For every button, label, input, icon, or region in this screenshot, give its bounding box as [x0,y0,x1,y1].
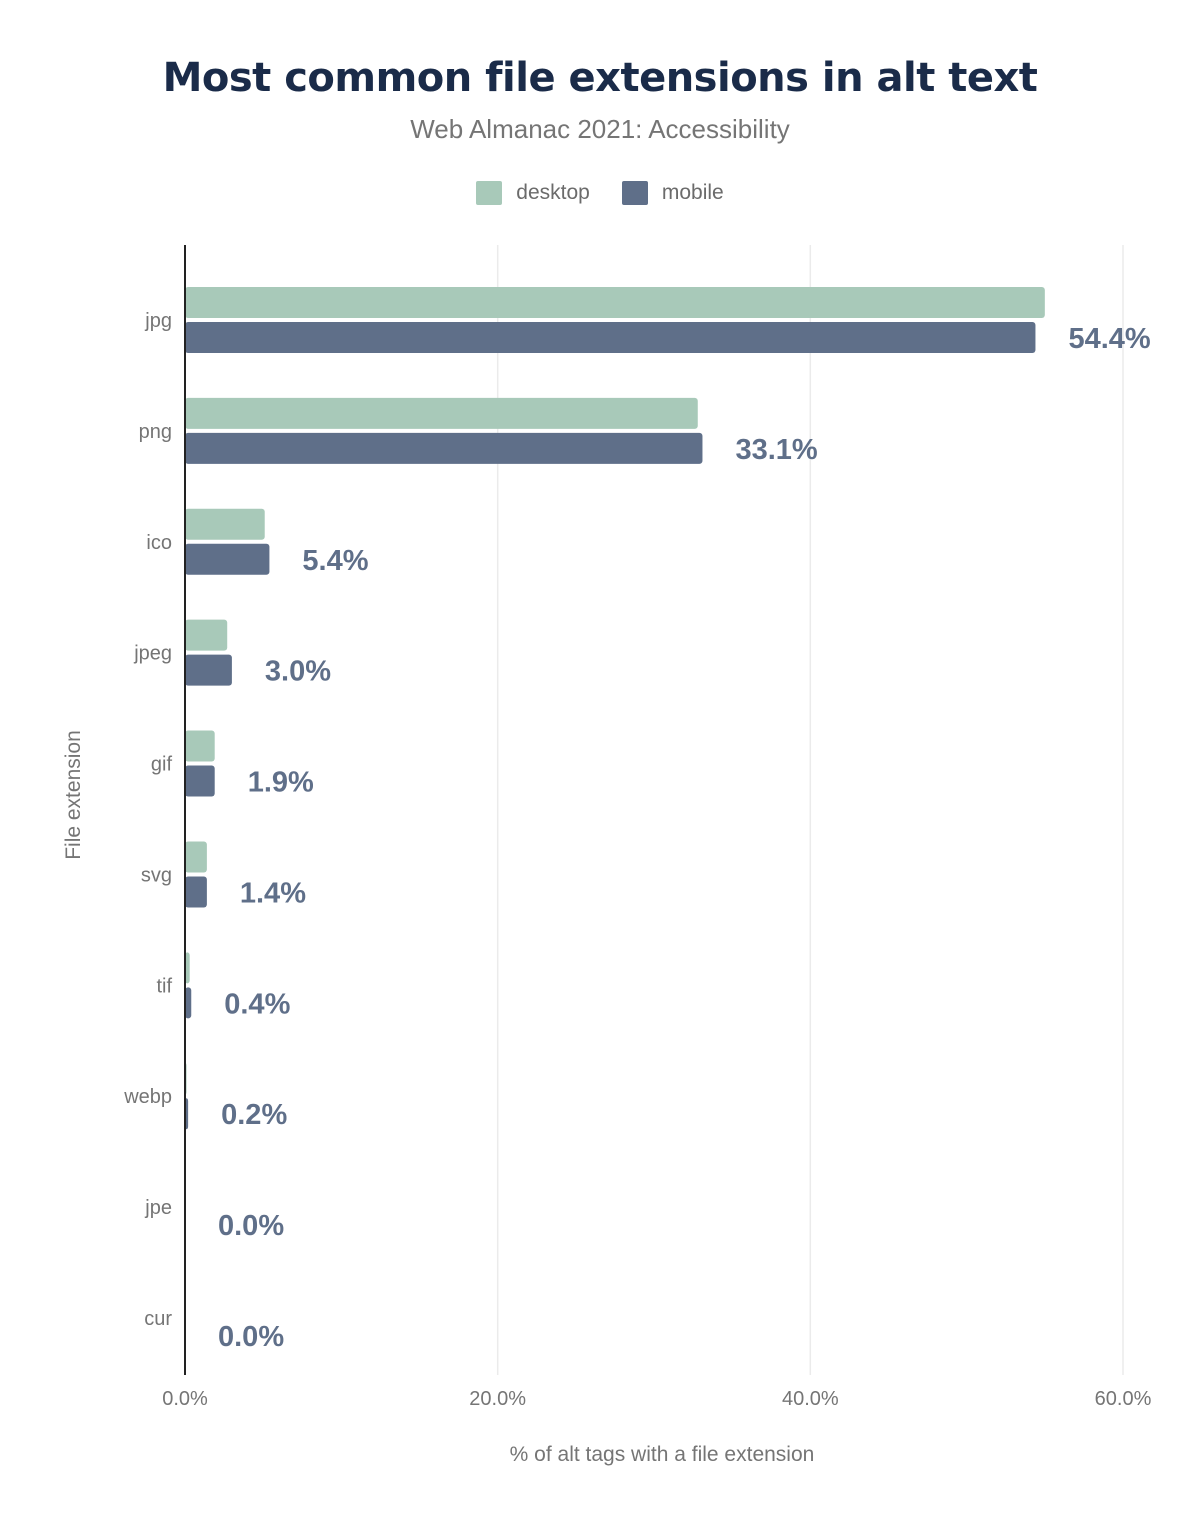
chart-title: Most common file extensions in alt text [162,55,1038,101]
y-axis-title: File extension [62,730,85,860]
x-axis-title: % of alt tags with a file extension [510,1443,815,1466]
y-tick-label-jpg: jpg [144,310,172,332]
data-label-jpeg: 3.0% [265,656,331,688]
data-label-jpg: 54.4% [1068,323,1150,355]
chart-subtitle: Web Almanac 2021: Accessibility [410,114,790,144]
x-tick-label: 40.0% [782,1388,839,1410]
data-label-tif: 0.4% [224,988,290,1020]
x-tick-label: 0.0% [162,1388,208,1410]
data-label-svg: 1.4% [240,877,306,909]
legend-label: desktop [516,181,590,204]
data-label-ico: 5.4% [302,545,368,577]
x-tick-label: 20.0% [469,1388,526,1410]
y-tick-label-gif: gif [151,754,173,776]
bar-mobile-svg [185,876,207,908]
data-label-gif: 1.9% [248,767,314,799]
y-tick-label-jpeg: jpeg [133,643,172,665]
y-tick-label-webp: webp [123,1086,172,1108]
bar-desktop-jpeg [185,619,228,651]
bar-mobile-png [185,432,703,464]
bar-mobile-jpeg [185,654,232,686]
y-tick-label-svg: svg [141,864,172,886]
bar-mobile-ico [185,543,270,575]
y-tick-label-ico: ico [146,532,172,554]
bar-desktop-tif [185,952,190,984]
y-tick-label-jpe: jpe [144,1197,172,1219]
bar-desktop-gif [185,730,215,762]
legend-swatch-desktop [476,181,503,205]
legend-swatch-mobile [621,181,648,205]
legend: desktop mobile [0,181,1200,205]
bar-desktop-jpg [185,287,1045,318]
x-tick-label: 60.0% [1095,1388,1152,1410]
legend-item-mobile[interactable]: mobile [621,181,724,205]
bar-mobile-jpg [185,322,1036,353]
y-tick-label-cur: cur [144,1308,172,1330]
bar-desktop-svg [185,841,207,873]
y-tick-label-png: png [139,421,172,443]
data-label-png: 33.1% [735,434,817,466]
bar-desktop-ico [185,508,265,540]
y-tick-label-tif: tif [156,975,172,997]
bar-mobile-tif [185,987,192,1019]
legend-label: mobile [661,181,724,204]
legend-item-desktop[interactable]: desktop [476,181,590,205]
data-label-webp: 0.2% [221,1099,287,1131]
data-label-jpe: 0.0% [218,1210,284,1242]
bar-mobile-gif [185,765,215,797]
bar-desktop-png [185,397,698,429]
data-label-cur: 0.0% [218,1321,284,1353]
